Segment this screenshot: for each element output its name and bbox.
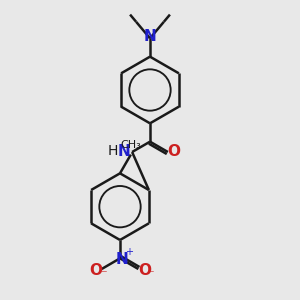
Text: O: O (138, 263, 151, 278)
Text: ⁻: ⁻ (147, 268, 153, 281)
Text: O: O (89, 263, 102, 278)
Text: CH₃: CH₃ (121, 140, 141, 150)
Text: ⁻: ⁻ (100, 268, 106, 281)
Text: N: N (144, 29, 156, 44)
Text: +: + (125, 247, 133, 257)
Text: N: N (115, 251, 128, 266)
Text: O: O (167, 145, 180, 160)
Text: H: H (108, 144, 118, 158)
Text: N: N (118, 144, 130, 159)
